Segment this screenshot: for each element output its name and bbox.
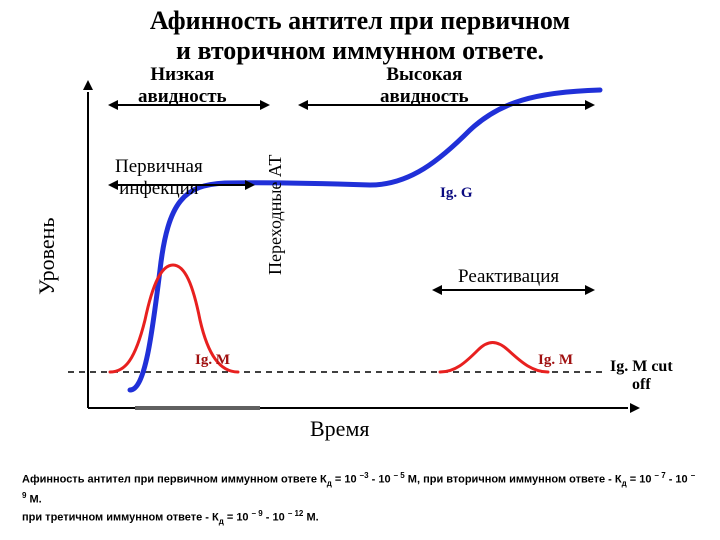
igm-cutoff-label: Ig. M cut off — [610, 358, 673, 394]
footer-frag: - 10 — [666, 474, 691, 486]
footer-frag: - 10 — [369, 474, 394, 486]
page-title: Афинность антител при первичном и вторич… — [0, 0, 720, 66]
igg-label: Ig. G — [440, 185, 473, 202]
footer-sup: – 5 — [394, 471, 405, 480]
footer-frag: = 10 — [627, 474, 655, 486]
footer-text: Афинность антител при первичном иммунном… — [22, 470, 698, 528]
footer-frag: Афинность антител при первичном иммунном… — [22, 474, 327, 486]
footer-frag: М, при вторичном иммунном ответе - К — [405, 474, 622, 486]
reactivation-label: Реактивация — [458, 266, 559, 288]
footer-frag: М. — [26, 494, 41, 506]
title-line2: и вторичном иммунном ответе. — [176, 36, 544, 65]
footer-sup: – 9 — [252, 509, 263, 518]
footer-frag: М. — [303, 512, 318, 524]
chart-container: Уровень Время Низкая авидность Высокая а… — [40, 70, 680, 440]
footer-frag: = 10 — [332, 474, 360, 486]
igm-left-label: Ig. M — [195, 352, 230, 369]
footer-frag: - 10 — [263, 512, 288, 524]
primary-infection-label: Первичная инфекция — [115, 156, 203, 200]
high-avidity-label: Высокая авидность — [380, 64, 469, 108]
footer-sup: – 7 — [655, 471, 666, 480]
footer-sup: – 12 — [288, 509, 304, 518]
igm-right-label: Ig. M — [538, 352, 573, 369]
low-avidity-label: Низкая авидность — [138, 64, 227, 108]
chart-svg — [40, 70, 680, 440]
footer-frag: при третичном иммунном ответе - К — [22, 512, 219, 524]
title-line1: Афинность антител при первичном — [150, 6, 570, 35]
transitional-at-label: Переходные АТ — [265, 155, 286, 275]
footer-sup: –3 — [360, 471, 369, 480]
footer-frag: = 10 — [224, 512, 252, 524]
